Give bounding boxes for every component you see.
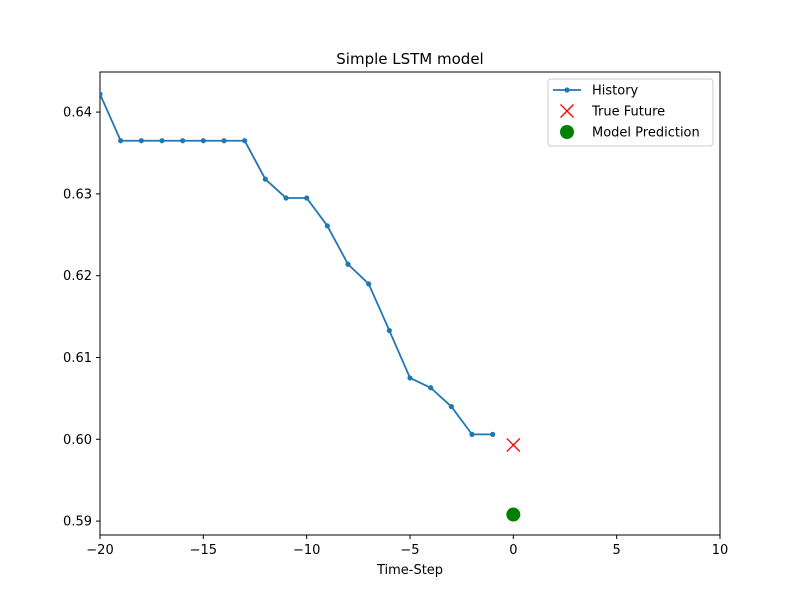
x-tick-label: −15 — [190, 543, 217, 558]
x-tick-label: −20 — [86, 543, 113, 558]
y-tick-label: 0.62 — [63, 269, 92, 284]
legend: History True Future Model Prediction — [547, 78, 714, 147]
y-tick-label: 0.60 — [63, 433, 92, 448]
x-tick-label: 0 — [509, 543, 517, 558]
history-point — [242, 138, 248, 144]
legend-label: True Future — [591, 105, 665, 120]
history-point — [159, 138, 165, 144]
y-tick-label: 0.61 — [63, 351, 92, 366]
history-point — [100, 91, 103, 97]
x-tick-label: 5 — [613, 543, 621, 558]
history-point — [200, 138, 206, 144]
history-point — [469, 431, 475, 437]
x-tick-label: −5 — [400, 543, 419, 558]
y-tick-label: 0.59 — [63, 515, 92, 530]
x-tick-label: −10 — [293, 543, 320, 558]
history-point — [221, 138, 227, 144]
history-line — [100, 93, 493, 436]
history-point — [345, 261, 351, 267]
y-tick-label: 0.64 — [63, 106, 92, 121]
y-tick-label: 0.63 — [63, 187, 92, 202]
legend-item: Model Prediction — [560, 125, 700, 141]
history-point — [448, 403, 454, 410]
x-axis-label: Time-Step — [376, 563, 443, 578]
history-point — [428, 385, 434, 391]
history-point — [407, 375, 413, 381]
history-point — [262, 176, 268, 182]
legend-swatch — [560, 125, 574, 139]
series-true-future — [506, 438, 521, 452]
history-point — [386, 327, 392, 334]
history-point — [138, 138, 144, 144]
series-model-prediction — [506, 507, 521, 522]
history-point — [490, 431, 496, 437]
series-history — [100, 91, 496, 437]
history-point — [283, 195, 289, 201]
legend-swatch — [560, 104, 574, 118]
history-point — [324, 223, 330, 229]
true-future-point — [506, 438, 521, 452]
x-tick-label: 10 — [712, 543, 729, 558]
chart-title: Simple LSTM model — [336, 50, 483, 68]
legend-item: True Future — [560, 104, 665, 120]
model-prediction-point — [506, 507, 521, 522]
legend-box — [547, 78, 714, 147]
history-point — [118, 138, 124, 144]
history-point — [366, 281, 372, 287]
history-point — [304, 195, 310, 201]
legend-label: History — [592, 84, 639, 99]
legend-item: History — [553, 84, 639, 99]
legend-label: Model Prediction — [592, 126, 700, 141]
history-point — [180, 138, 186, 144]
